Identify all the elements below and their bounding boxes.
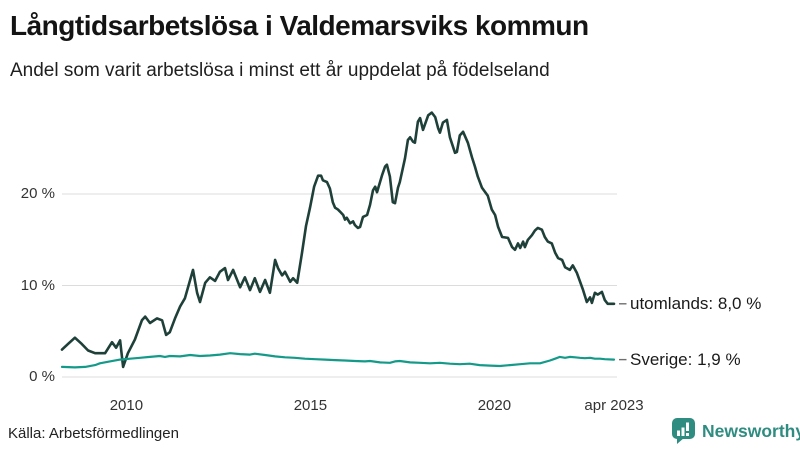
page-subtitle: Andel som varit arbetslösa i minst ett å… (10, 60, 550, 81)
Sverige-line (60, 352, 616, 369)
series-label-utomlands: utomlands: 8,0 % (630, 293, 762, 313)
brand-name: Newsworthy (702, 421, 800, 441)
x-axis-tick-2020: 2020 (477, 397, 512, 414)
utomlands-line (60, 111, 616, 369)
series-label-sverige: Sverige: 1,9 % (630, 349, 741, 369)
y-axis-tick-10: 10 % (20, 276, 55, 294)
y-axis-tick-0: 0 % (29, 368, 55, 385)
y-axis-tick-20: 20 % (20, 185, 55, 202)
x-axis-tick-apr-2023: apr 2023 (584, 397, 644, 414)
source-attribution: Källa: Arbetsförmedlingen (8, 425, 179, 442)
newsworthy-logo[interactable]: Newsworthy (671, 417, 800, 447)
x-axis-tick-2010: 2010 (109, 397, 144, 414)
bar-chart-speech-bubble-icon (672, 418, 695, 444)
x-axis-tick-2015: 2015 (293, 397, 328, 414)
page-title: Långtidsarbetslösa i Valdemarsviks kommu… (10, 10, 589, 41)
